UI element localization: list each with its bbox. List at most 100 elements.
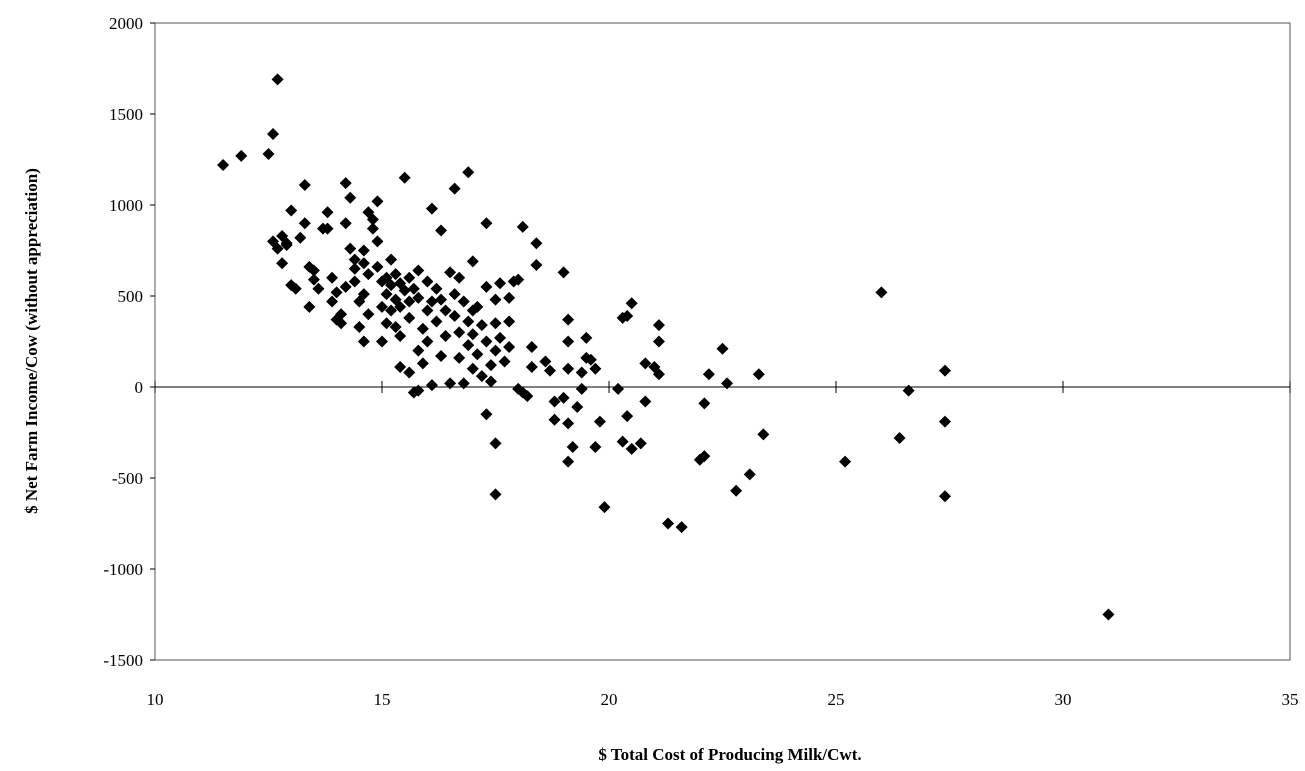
data-point	[298, 178, 311, 191]
data-point	[462, 339, 475, 352]
data-point	[698, 397, 711, 410]
data-point	[371, 235, 384, 248]
data-point	[512, 273, 525, 286]
data-point	[371, 195, 384, 208]
data-point	[294, 231, 307, 244]
data-point	[271, 73, 284, 86]
data-point	[235, 149, 248, 162]
data-point	[335, 317, 348, 330]
data-point	[321, 206, 334, 219]
data-point	[276, 257, 289, 270]
data-point	[652, 335, 665, 348]
data-point	[702, 368, 715, 381]
data-point	[634, 437, 647, 450]
data-point	[757, 428, 770, 441]
data-point	[457, 295, 470, 308]
data-point	[444, 377, 457, 390]
data-point	[525, 340, 538, 353]
data-point	[893, 431, 906, 444]
data-point	[412, 344, 425, 357]
data-point	[394, 360, 407, 373]
data-point	[562, 313, 575, 326]
data-point	[421, 275, 434, 288]
data-point	[475, 370, 488, 383]
y-axis: -1500 -1000 -500 0 500 1000 1500 2000	[103, 14, 155, 670]
data-point	[462, 166, 475, 179]
data-point	[335, 308, 348, 321]
data-point	[439, 330, 452, 343]
data-point	[339, 217, 352, 230]
data-point	[366, 222, 379, 235]
data-point	[380, 288, 393, 301]
data-point	[371, 260, 384, 273]
data-point	[416, 322, 429, 335]
data-point	[462, 315, 475, 328]
data-point	[262, 148, 275, 161]
data-point	[453, 271, 466, 284]
data-point	[421, 335, 434, 348]
data-point	[357, 244, 370, 257]
data-point	[589, 362, 602, 375]
data-point	[743, 468, 756, 481]
data-point	[484, 375, 497, 388]
data-point	[376, 300, 388, 313]
data-point	[348, 262, 361, 275]
data-point	[584, 353, 597, 366]
data-point	[412, 384, 425, 397]
data-point	[330, 286, 343, 299]
y-tick-label: 0	[135, 378, 144, 397]
data-point	[593, 415, 606, 428]
data-point	[621, 310, 634, 323]
data-point	[480, 335, 493, 348]
data-point	[489, 488, 502, 501]
data-point	[444, 266, 457, 279]
data-point	[430, 282, 443, 295]
data-point	[498, 355, 511, 368]
data-point	[489, 437, 502, 450]
data-point	[471, 300, 484, 313]
data-point	[344, 242, 357, 255]
x-tick-label: 35	[1282, 690, 1299, 709]
data-point	[543, 364, 556, 377]
data-point	[448, 310, 461, 323]
x-tick-label: 20	[601, 690, 618, 709]
data-point	[575, 382, 588, 395]
data-points	[217, 73, 1115, 621]
data-point	[639, 395, 652, 408]
data-point	[716, 342, 729, 355]
data-point	[289, 282, 302, 295]
data-point	[580, 331, 593, 344]
data-point	[938, 364, 951, 377]
data-point	[621, 410, 634, 423]
data-point	[425, 202, 438, 215]
data-point	[675, 521, 688, 534]
data-point	[625, 442, 638, 455]
x-axis-title: $ Total Cost of Producing Milk/Cwt.	[598, 745, 861, 764]
data-point	[625, 297, 638, 310]
data-point	[403, 271, 416, 284]
data-point	[321, 222, 334, 235]
data-point	[357, 335, 370, 348]
data-point	[494, 277, 507, 290]
data-point	[285, 204, 298, 217]
data-point	[421, 304, 434, 317]
data-point	[521, 390, 534, 403]
data-point	[326, 295, 339, 308]
data-point	[562, 455, 575, 468]
data-point	[489, 344, 502, 357]
data-point	[412, 291, 425, 304]
data-point	[938, 415, 951, 428]
y-tick-label: 1000	[109, 196, 143, 215]
data-point	[457, 377, 470, 390]
data-point	[362, 268, 375, 281]
data-point	[530, 259, 543, 272]
data-point	[448, 288, 461, 301]
data-point	[348, 253, 361, 266]
data-point	[271, 242, 284, 255]
data-point	[466, 255, 479, 268]
data-point	[575, 366, 588, 379]
x-tick-label: 25	[828, 690, 845, 709]
data-point	[280, 237, 293, 250]
x-tick-label: 10	[147, 690, 164, 709]
y-axis-title: $ Net Farm Income/Cow (without appreciat…	[22, 168, 41, 514]
